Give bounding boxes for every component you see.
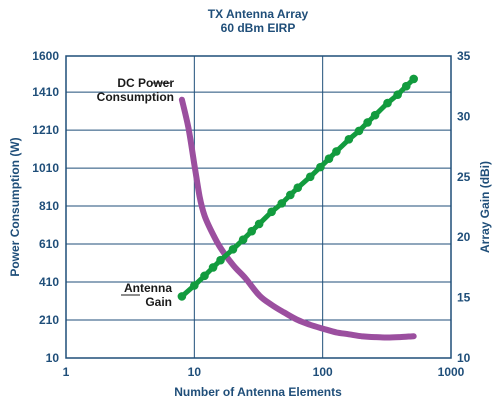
series-line-0 — [178, 96, 417, 341]
y-left-axis-label: Power Consumption (W) — [8, 137, 22, 276]
y-left-tick-label-3: 1010 — [32, 161, 59, 175]
y-left-tick-label-7: 210 — [39, 313, 59, 327]
series-1-point-14 — [316, 162, 325, 172]
series-1-point-23 — [401, 81, 411, 91]
x-tick-label-1: 10 — [188, 365, 202, 379]
series-1-point-3 — [208, 263, 218, 272]
annotation-antenna-gain: Antenna Gain — [121, 281, 172, 309]
series-1-point-11 — [286, 190, 295, 200]
y-left-tick-label-1: 1410 — [32, 85, 59, 99]
series-1-point-8 — [254, 219, 264, 229]
annotation-antenna-gain-line1: Antenna — [124, 281, 172, 295]
series-1-point-20 — [370, 110, 380, 120]
y-right-tick-label-3: 20 — [457, 230, 471, 244]
plot-frame — [65, 55, 452, 359]
annotation-antenna-gain-line2: Gain — [145, 295, 172, 309]
series-1-point-16 — [332, 147, 341, 156]
grid — [66, 56, 451, 358]
series-1-point-13 — [305, 172, 315, 182]
series-1-point-19 — [363, 118, 372, 127]
y-left-tick-label-8: 10 — [46, 351, 60, 365]
y-right-tick-label-1: 30 — [457, 109, 471, 123]
series-1-point-22 — [393, 90, 402, 99]
y-right-tick-labels: 35 30 25 20 15 10 — [457, 49, 471, 365]
annotation-dc-power-line1: DC Power — [117, 76, 174, 90]
series-1-point-24 — [409, 74, 418, 84]
x-tick-label-2: 100 — [313, 365, 333, 379]
y-right-axis-label: Array Gain (dBi) — [478, 161, 492, 253]
series-1-point-9 — [267, 207, 276, 217]
series-1-point-2 — [200, 271, 209, 281]
series-1-point-15 — [324, 154, 334, 163]
y-right-tick-label-4: 15 — [457, 291, 471, 305]
series-1-point-18 — [354, 126, 364, 136]
y-left-tick-labels: 1600 1410 1210 1010 810 610 410 210 10 — [32, 49, 59, 365]
y-left-tick-label-2: 1210 — [32, 123, 59, 137]
chart-title: TX Antenna Array — [208, 7, 309, 21]
x-tick-labels: 1 10 100 1000 — [63, 365, 465, 379]
y-left-tick-label-5: 610 — [39, 237, 59, 251]
series-layer — [177, 74, 418, 341]
annotation-dc-power-line2: Consumption — [97, 90, 174, 104]
series-1-point-7 — [247, 226, 257, 236]
series-1-point-6 — [238, 235, 248, 244]
series-1-point-4 — [216, 255, 225, 265]
y-right-tick-label-2: 25 — [457, 170, 471, 184]
series-1-point-5 — [228, 244, 238, 254]
series-1-point-17 — [344, 135, 354, 144]
x-tick-label-0: 1 — [63, 365, 70, 379]
x-tick-label-3: 1000 — [438, 365, 465, 379]
x-axis-label: Number of Antenna Elements — [174, 385, 342, 399]
series-1-point-12 — [293, 183, 303, 192]
series-1-point-10 — [277, 199, 287, 208]
y-left-tick-label-4: 810 — [39, 199, 59, 213]
series-1-point-0 — [177, 292, 187, 301]
chart-subtitle: 60 dBm EIRP — [221, 21, 296, 35]
y-right-tick-label-0: 35 — [457, 49, 471, 63]
y-left-tick-label-0: 1600 — [32, 49, 59, 63]
y-right-tick-label-5: 10 — [457, 351, 471, 365]
annotation-dc-power: DC Power Consumption — [97, 76, 175, 104]
series-1-point-1 — [190, 281, 199, 290]
series-1-point-21 — [383, 98, 392, 108]
y-left-tick-label-6: 410 — [39, 275, 59, 289]
